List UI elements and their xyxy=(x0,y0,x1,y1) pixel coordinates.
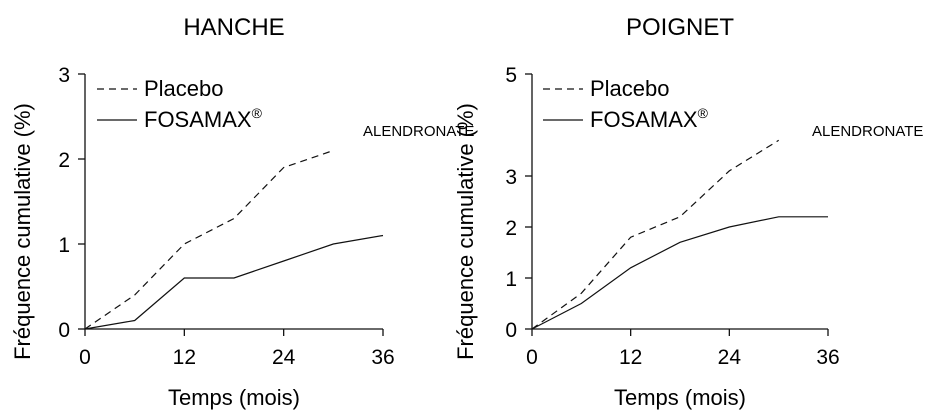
chart-title: POIGNET xyxy=(626,14,734,41)
x-axis-label: Temps (mois) xyxy=(614,385,746,410)
legend-label: FOSAMAX® xyxy=(144,105,263,132)
y-tick-label: 0 xyxy=(58,319,70,342)
x-axis-label: Temps (mois) xyxy=(168,385,300,410)
overlay-label: ALENDRONATE xyxy=(812,123,923,140)
y-tick-label: 2 xyxy=(505,217,517,240)
overlay-box xyxy=(359,117,489,145)
overlay-box xyxy=(808,117,941,145)
x-tick-label: 36 xyxy=(371,346,394,369)
series-line-placebo xyxy=(84,149,334,330)
x-tick-label: 0 xyxy=(79,346,91,369)
y-tick-label: 2 xyxy=(58,149,70,172)
y-tick-label: 1 xyxy=(58,234,70,257)
overlay-label: ALENDRONATE xyxy=(363,123,474,140)
x-tick-label: 12 xyxy=(619,346,642,369)
series-line-placebo xyxy=(531,139,780,330)
legend: Placebo FOSAMAX® xyxy=(97,76,263,132)
x-tick-label: 36 xyxy=(816,346,839,369)
y-tick-label: 3 xyxy=(58,64,70,87)
legend: Placebo FOSAMAX® xyxy=(543,76,709,132)
y-tick-label: 5 xyxy=(505,64,517,87)
legend-label: Placebo xyxy=(144,76,224,101)
y-tick-label: 0 xyxy=(505,319,517,342)
y-tick-label: 1 xyxy=(505,268,517,291)
y-tick-label: 3 xyxy=(505,166,517,189)
series-line-fosamax xyxy=(84,234,384,330)
x-tick-label: 24 xyxy=(272,346,296,369)
legend-label: Placebo xyxy=(590,76,670,101)
y-axis-label: Fréquence cumulative (%) xyxy=(453,103,478,360)
x-tick-label: 12 xyxy=(173,346,196,369)
x-tick-label: 0 xyxy=(526,346,538,369)
chart-title: HANCHE xyxy=(183,14,284,41)
y-axis-label: Fréquence cumulative (%) xyxy=(10,103,35,360)
series-line-fosamax xyxy=(531,216,828,330)
x-tick-label: 24 xyxy=(718,346,742,369)
legend-label: FOSAMAX® xyxy=(590,105,709,132)
